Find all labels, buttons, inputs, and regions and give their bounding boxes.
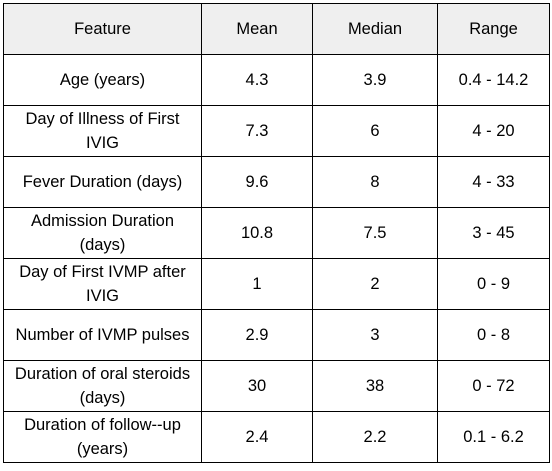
cell-median: 2: [312, 258, 438, 310]
cell-median: 6: [312, 105, 438, 157]
cell-feature: Duration of follow--up (years): [3, 411, 202, 463]
table-row: Number of IVMP pulses 2.9 3 0 - 8: [3, 309, 550, 361]
cell-median: 38: [312, 360, 438, 412]
table-header: Feature Mean Median Range: [3, 3, 550, 55]
table-body: Age (years) 4.3 3.9 0.4 - 14.2 Day of Il…: [3, 54, 550, 463]
table-row: Age (years) 4.3 3.9 0.4 - 14.2: [3, 54, 550, 106]
cell-median: 2.2: [312, 411, 438, 463]
table-row: Duration of oral steroids (days) 30 38 0…: [3, 360, 550, 412]
table-row: Day of Illness of First IVIG 7.3 6 4 - 2…: [3, 105, 550, 157]
cell-mean: 4.3: [201, 54, 313, 106]
cell-range: 0 - 9: [437, 258, 550, 310]
header-row: Feature Mean Median Range: [3, 3, 550, 55]
cell-range: 0.1 - 6.2: [437, 411, 550, 463]
cell-median: 3.9: [312, 54, 438, 106]
cell-mean: 2.9: [201, 309, 313, 361]
cell-range: 3 - 45: [437, 207, 550, 259]
cell-mean: 30: [201, 360, 313, 412]
cell-median: 7.5: [312, 207, 438, 259]
cell-range: 4 - 33: [437, 156, 550, 208]
table-row: Fever Duration (days) 9.6 8 4 - 33: [3, 156, 550, 208]
cell-feature: Admission Duration (days): [3, 207, 202, 259]
cell-mean: 1: [201, 258, 313, 310]
cell-range: 0 - 8: [437, 309, 550, 361]
feature-statistics-table: Feature Mean Median Range Age (years) 4.…: [3, 3, 550, 463]
cell-mean: 10.8: [201, 207, 313, 259]
cell-mean: 7.3: [201, 105, 313, 157]
cell-feature: Fever Duration (days): [3, 156, 202, 208]
header-feature: Feature: [3, 3, 202, 55]
cell-feature: Number of IVMP pulses: [3, 309, 202, 361]
cell-mean: 2.4: [201, 411, 313, 463]
table-row: Day of First IVMP after IVIG 1 2 0 - 9: [3, 258, 550, 310]
header-mean: Mean: [201, 3, 313, 55]
cell-feature: Duration of oral steroids (days): [3, 360, 202, 412]
cell-feature: Age (years): [3, 54, 202, 106]
cell-mean: 9.6: [201, 156, 313, 208]
header-median: Median: [312, 3, 438, 55]
cell-range: 4 - 20: [437, 105, 550, 157]
cell-median: 8: [312, 156, 438, 208]
cell-range: 0 - 72: [437, 360, 550, 412]
table-row: Admission Duration (days) 10.8 7.5 3 - 4…: [3, 207, 550, 259]
cell-median: 3: [312, 309, 438, 361]
table-row: Duration of follow--up (years) 2.4 2.2 0…: [3, 411, 550, 463]
header-range: Range: [437, 3, 550, 55]
cell-feature: Day of First IVMP after IVIG: [3, 258, 202, 310]
cell-range: 0.4 - 14.2: [437, 54, 550, 106]
cell-feature: Day of Illness of First IVIG: [3, 105, 202, 157]
